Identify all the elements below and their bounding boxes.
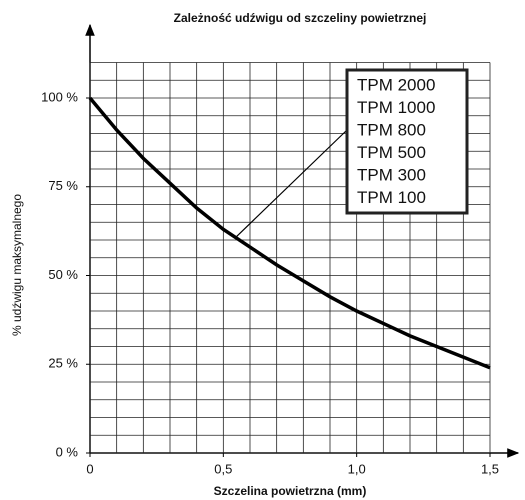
x-tick-label: 1,5 <box>481 461 499 476</box>
y-axis-label: % udźwigu maksymalnego <box>10 194 24 336</box>
curve <box>88 96 491 370</box>
annotation-text: TPM 300 <box>357 165 426 184</box>
x-tick-label: 0 <box>86 461 93 476</box>
annotation-text: TPM 1000 <box>357 98 435 117</box>
y-tick-label: 50 % <box>48 267 78 282</box>
annotation-text: TPM 800 <box>357 120 426 139</box>
annotation-text: TPM 2000 <box>357 75 435 94</box>
annotation-pointer <box>236 129 348 237</box>
annotation-text: TPM 100 <box>357 188 426 207</box>
annotation-box <box>345 68 469 215</box>
y-tick-label: 75 % <box>48 178 78 193</box>
y-tick-label: 25 % <box>48 356 78 371</box>
x-tick-label: 0,5 <box>214 461 232 476</box>
x-axis-label: Szczelina powietrzna (mm) <box>214 484 367 498</box>
annotation-text: TPM 500 <box>357 143 426 162</box>
chart-title: Zależność udźwigu od szczeliny powietrzn… <box>174 11 427 25</box>
y-tick-label: 100 % <box>41 89 78 104</box>
y-tick-label: 0 % <box>56 444 79 459</box>
x-tick-label: 1,0 <box>348 461 366 476</box>
